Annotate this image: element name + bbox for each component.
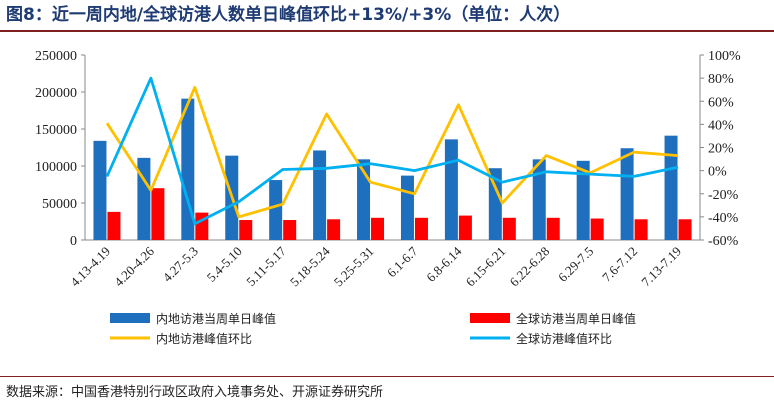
bar-global-peak xyxy=(151,188,165,240)
legend-label: 全球访港当周单日峰值 xyxy=(516,311,636,326)
bar-mainland-peak xyxy=(357,159,371,240)
bar-mainland-peak xyxy=(400,175,414,240)
left-axis-tick-label: 100000 xyxy=(35,160,77,175)
bar-mainland-peak xyxy=(93,140,107,240)
bar-global-peak xyxy=(634,219,648,240)
bar-global-peak xyxy=(414,217,428,240)
x-axis-category-label: 7.6-7.12 xyxy=(599,244,640,285)
bar-mainland-peak xyxy=(488,168,502,240)
bar-mainland-peak xyxy=(444,139,458,240)
left-axis-tick-label: 0 xyxy=(70,234,77,249)
right-axis-tick-label: 80% xyxy=(708,72,734,87)
bar-global-peak xyxy=(502,217,516,240)
bar-mainland-peak xyxy=(313,150,327,240)
x-axis-category-label: 6.29-7.5 xyxy=(555,244,596,285)
x-axis-category-label: 5.25-5.31 xyxy=(331,244,377,290)
bar-mainland-peak xyxy=(532,159,546,240)
x-axis-category-label: 6.1-6.7 xyxy=(384,243,421,280)
right-axis-tick-label: 40% xyxy=(708,118,734,133)
legend-label: 全球访港峰值环比 xyxy=(516,331,612,346)
x-axis-category-label: 6.22-6.28 xyxy=(507,244,553,290)
title-divider xyxy=(0,30,774,32)
bar-global-peak xyxy=(458,215,472,240)
source-divider xyxy=(0,376,774,377)
bar-mainland-peak xyxy=(576,160,590,240)
x-axis-category-label: 4.20-4.26 xyxy=(111,243,157,289)
bar-global-peak xyxy=(327,219,341,240)
bar-mainland-peak xyxy=(137,157,151,240)
bar-mainland-peak xyxy=(620,148,634,240)
bar-global-peak xyxy=(546,217,560,240)
right-axis-tick-label: 20% xyxy=(708,142,734,157)
line-global-change xyxy=(105,76,679,226)
bar-global-peak xyxy=(239,220,253,240)
left-axis-tick-label: 50000 xyxy=(42,197,77,212)
right-axis-tick-label: -40% xyxy=(708,211,739,226)
bar-mainland-peak xyxy=(664,135,678,240)
data-source-note: 数据来源：中国香港特别行政区政府入境事务处、开源证券研究所 xyxy=(6,385,384,400)
legend-mainland-change: 内地访港峰值环比 xyxy=(110,331,252,346)
x-axis-category-label: 6.8-6.14 xyxy=(423,243,465,285)
right-axis-tick-label: 100% xyxy=(708,49,741,64)
legend-label: 内地访港当周单日峰值 xyxy=(156,311,276,326)
left-axis-tick-label: 200000 xyxy=(35,86,77,101)
line-mainland-change xyxy=(105,86,679,219)
left-axis-tick-label: 250000 xyxy=(35,49,77,64)
bar-global-peak xyxy=(283,220,297,240)
right-axis-tick-label: -20% xyxy=(708,188,739,203)
x-axis-category-label: 5.18-5.24 xyxy=(287,243,333,289)
x-axis-category-label: 6.15-6.21 xyxy=(463,244,509,290)
combo-chart: 0 50000 100000 150000 200000 250000 -60% -40% -2… xyxy=(35,49,741,346)
legend-label: 内地访港峰值环比 xyxy=(156,331,252,346)
right-axis-tick-label: 60% xyxy=(708,95,734,110)
legend-global-peak: 全球访港当周单日峰值 xyxy=(470,311,636,326)
left-axis-tick-label: 150000 xyxy=(35,123,77,138)
bar-mainland-peak xyxy=(269,180,283,240)
x-axis-category-label: 4.27-5.3 xyxy=(160,244,201,285)
x-axis-category-label: 5.4-5.10 xyxy=(204,244,245,285)
x-axis-category-label: 5.11-5.17 xyxy=(243,243,289,289)
legend-global-change: 全球访港峰值环比 xyxy=(470,331,612,346)
bar-global-peak xyxy=(678,219,692,240)
legend-mainland-peak: 内地访港当周单日峰值 xyxy=(110,311,276,326)
x-axis-category-label: 7.13-7.19 xyxy=(638,244,684,290)
right-axis-tick-label: -60% xyxy=(708,234,739,249)
bar-mainland-peak xyxy=(181,98,195,240)
legend-swatch xyxy=(110,313,150,323)
bar-global-peak xyxy=(371,217,385,240)
bar-global-peak xyxy=(590,218,604,240)
chart-title: 图8：近一周内地/全球访港人数单日峰值环比+13%/+3%（单位：人次） xyxy=(6,5,571,25)
x-axis-category-label: 4.13-4.19 xyxy=(67,244,113,290)
legend-swatch xyxy=(470,313,510,323)
right-axis-tick-label: 0% xyxy=(708,165,727,180)
bar-global-peak xyxy=(107,211,121,240)
